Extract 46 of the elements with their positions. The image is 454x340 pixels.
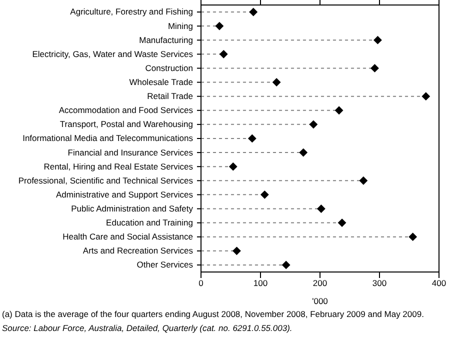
- x-tick-label: 400: [432, 278, 446, 288]
- point: [309, 120, 318, 128]
- y-tick-label: Financial and Insurance Services: [68, 147, 193, 158]
- y-tick-label: Arts and Recreation Services: [82, 246, 193, 256]
- point: [282, 260, 290, 269]
- point: [408, 232, 417, 241]
- y-tick-label: Construction: [145, 62, 194, 73]
- y-tick-label: Electricity, Gas, Water and Waste Services: [32, 48, 193, 59]
- y-tick-label: Rental, Hiring and Real Estate Services: [44, 161, 193, 172]
- point: [220, 50, 228, 58]
- x-axis-title: '000: [312, 296, 328, 306]
- x-tick-label: 200: [312, 278, 328, 288]
- y-tick-label: Public Administration and Safety: [71, 203, 194, 214]
- point: [335, 106, 344, 114]
- point: [338, 218, 346, 227]
- y-tick-label: Manufacturing: [139, 34, 194, 45]
- y-tick-label: Education and Training: [106, 218, 194, 228]
- y-tick-label: Mining: [168, 20, 194, 31]
- point: [260, 190, 269, 199]
- point: [422, 92, 430, 100]
- x-tick-label: 0: [198, 278, 204, 288]
- y-tick-label: Accommodation and Food Services: [58, 105, 193, 116]
- source-note: Source: Labour Force, Australia, Detailed, Quarterly (cat. no. 6291.0.55.003).: [2, 322, 294, 335]
- point: [248, 134, 256, 142]
- y-tick-label: Transport, Postal and Warehousing: [60, 119, 194, 130]
- point: [299, 148, 308, 157]
- y-tick-label: Administrative and Support Services: [56, 189, 193, 200]
- y-tick-label: Health Care and Social Assistance: [62, 232, 194, 242]
- point: [215, 22, 224, 30]
- y-tick-label: Informational Media and Telecommunications: [22, 133, 193, 144]
- point: [359, 176, 368, 185]
- point: [370, 64, 379, 72]
- point: [229, 162, 238, 171]
- point: [374, 36, 382, 44]
- y-tick-label: Agriculture, Forestry and Fishing: [70, 6, 194, 17]
- y-tick-label: Wholesale Trade: [129, 77, 194, 88]
- x-tick-label: 300: [372, 278, 387, 288]
- point: [272, 78, 281, 86]
- point: [317, 204, 326, 213]
- y-tick-label: Retail Trade: [147, 91, 194, 102]
- x-tick-label: 100: [253, 278, 268, 288]
- point: [249, 8, 258, 16]
- point: [232, 246, 241, 255]
- y-tick-label: Professional, Scientific and Technical Services: [18, 175, 193, 186]
- y-tick-label: Other Services: [136, 260, 193, 270]
- text: (a) Data is the average of the four quarters ending August 2008, November 2008, February 2009 and May 2009.: [2, 308, 424, 321]
